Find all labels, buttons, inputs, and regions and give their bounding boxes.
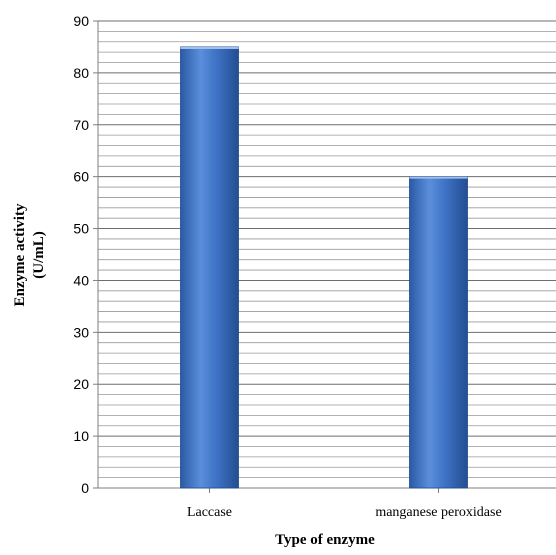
y-tick-label: 60 (73, 169, 89, 185)
axes (93, 20, 556, 493)
y-tick-label: 10 (73, 428, 89, 444)
bars (180, 46, 468, 489)
x-axis-title: Type of enzyme (275, 532, 375, 548)
x-category-label: manganese peroxidase (375, 505, 501, 520)
y-tick-label: 90 (73, 13, 89, 29)
y-tick-label: 20 (73, 376, 89, 392)
y-axis-title: Enzyme activity (U/mL) (12, 203, 47, 306)
y-tick-label: 0 (81, 480, 89, 496)
gridlines (98, 20, 556, 479)
x-category-labels: Laccase manganese peroxidase (187, 505, 502, 520)
bar-manganese-peroxidase (409, 176, 468, 489)
y-tick-label: 30 (73, 324, 89, 340)
y-tick-label: 40 (73, 272, 89, 288)
y-tick-label: 80 (73, 65, 89, 81)
y-tick-label: 70 (73, 117, 89, 133)
x-category-label: Laccase (187, 505, 232, 520)
bar-laccase (180, 46, 239, 489)
y-tick-labels: 0 10 20 30 40 50 60 70 80 90 (73, 13, 89, 496)
y-axis-title-line1: Enzyme activity (12, 203, 28, 306)
y-tick-label: 50 (73, 221, 89, 237)
y-axis-title-line2: (U/mL) (31, 231, 47, 279)
